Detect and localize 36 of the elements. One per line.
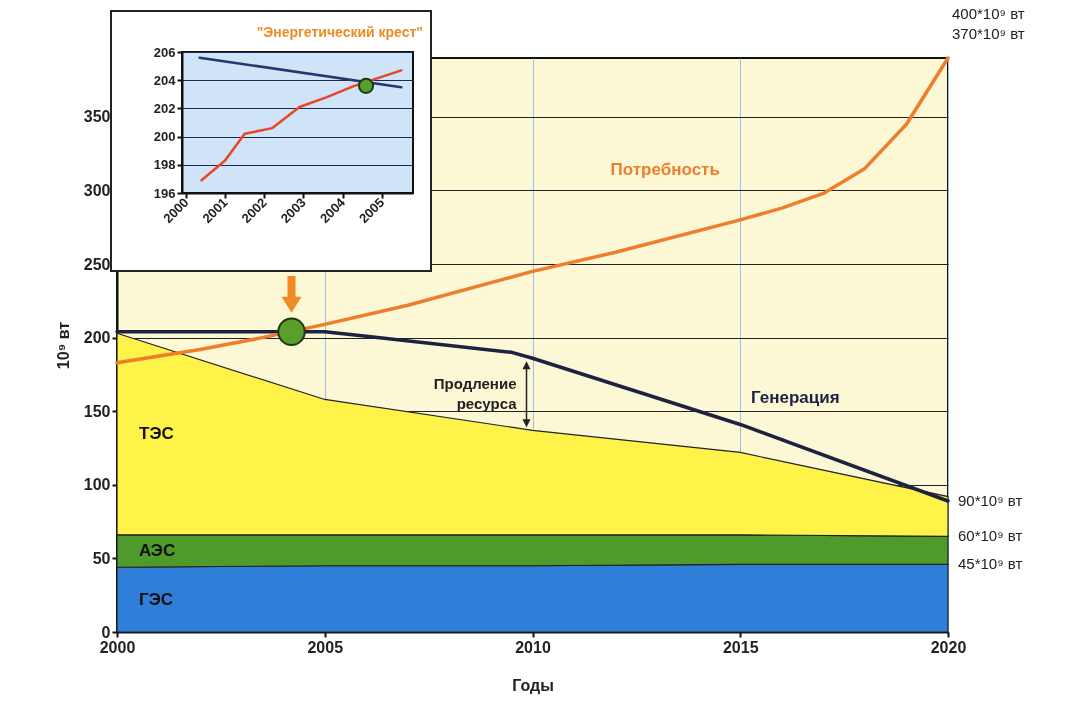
y-tick-label: 198 bbox=[153, 157, 176, 173]
y-tick-label: 100 bbox=[83, 476, 111, 494]
y-axis-title: 10⁹ вт bbox=[54, 321, 72, 370]
x-tick-label: 2005 bbox=[307, 638, 344, 656]
y-tick-label: 206 bbox=[153, 44, 176, 60]
chart-title: "Энергетический крест" bbox=[256, 24, 423, 40]
y-tick-label: 250 bbox=[83, 255, 111, 273]
y-tick-label: 202 bbox=[153, 100, 176, 116]
text: 90*10⁹ вт bbox=[958, 492, 1023, 510]
x-tick-label: 2000 bbox=[99, 638, 136, 656]
x-tick-label: 2010 bbox=[515, 638, 551, 656]
y-tick-label: 300 bbox=[83, 181, 111, 199]
y-tick-label: 50 bbox=[92, 549, 111, 567]
line-series bbox=[200, 69, 403, 182]
x-tick-label: 2020 bbox=[930, 638, 967, 656]
y-tick-label: 200 bbox=[153, 129, 176, 145]
series-label: АЭС bbox=[139, 541, 176, 561]
text: 60*10⁹ вт bbox=[958, 527, 1023, 545]
series-label: ГЭС bbox=[139, 589, 174, 609]
line-series bbox=[115, 330, 950, 503]
text: 370*10⁹ вт bbox=[952, 25, 1025, 42]
y-tick-label: 204 bbox=[153, 72, 177, 88]
y-tick-label: 196 bbox=[153, 185, 176, 201]
text: 45*10⁹ вт bbox=[958, 555, 1023, 573]
text: Потребность bbox=[610, 159, 720, 179]
y-tick-label: 350 bbox=[83, 108, 111, 126]
x-tick-label: 2015 bbox=[722, 638, 759, 656]
y-tick-label: 0 bbox=[101, 623, 111, 641]
series-label: ТЭС bbox=[139, 424, 174, 444]
x-axis-title: Годы bbox=[512, 676, 554, 694]
annotation: Продление ресурса bbox=[433, 375, 518, 413]
y-tick-label: 150 bbox=[83, 402, 111, 420]
y-tick-label: 200 bbox=[83, 329, 111, 347]
series-label: Генерация bbox=[750, 388, 840, 408]
line-series bbox=[115, 56, 950, 365]
text: 400*10⁹ вт bbox=[952, 5, 1025, 22]
